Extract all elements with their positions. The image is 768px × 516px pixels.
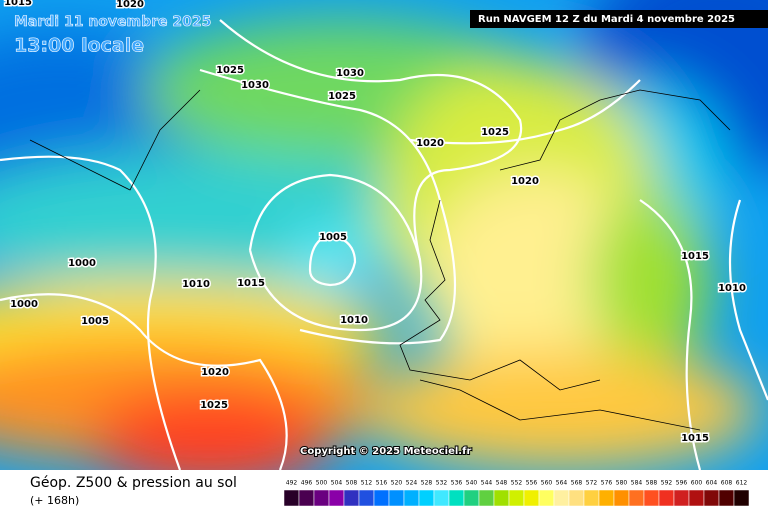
run-banner — [470, 10, 768, 28]
isobar-label: 1020 — [416, 138, 444, 149]
isobar-label: 1015 — [4, 0, 32, 8]
scale-label: 508 — [346, 480, 358, 487]
scale-label: 564 — [556, 480, 568, 487]
date-label: Mardi 11 novembre 2025 — [14, 14, 211, 30]
scale-swatch — [673, 489, 690, 507]
isobar-label: 1030 — [336, 68, 364, 79]
scale-swatch — [733, 489, 750, 507]
run-label: Run NAVGEM 12 Z du Mardi 4 novembre 2025 — [478, 14, 735, 25]
isobar-label: 1010 — [718, 283, 746, 294]
isobar-label: 1000 — [68, 258, 96, 269]
isobar-label: 1020 — [511, 176, 539, 187]
color-scale: 492 496 500 504 508 512 516 520 524 528 532 536 540 5… — [283, 480, 750, 507]
isobar-label: 1015 — [681, 251, 709, 262]
scale-swatch — [583, 489, 600, 507]
scale-label: 568 — [571, 480, 583, 487]
scale-swatch — [373, 489, 390, 507]
copyright: Copyright © 2025 Meteociel.fr — [300, 446, 471, 457]
scale-swatch — [403, 489, 420, 507]
isobar-label: 1005 — [319, 232, 347, 243]
scale-swatch — [313, 489, 330, 507]
scale-label: 572 — [586, 480, 598, 487]
scale-label: 604 — [706, 480, 718, 487]
scale-swatch — [433, 489, 450, 507]
scale-swatch — [463, 489, 480, 507]
field — [0, 0, 768, 470]
scale-swatch — [538, 489, 555, 507]
scale-label: 512 — [361, 480, 373, 487]
scale-swatch — [568, 489, 585, 507]
scale-label: 580 — [616, 480, 628, 487]
scale-label: 560 — [541, 480, 553, 487]
scale-swatch — [418, 489, 435, 507]
scale-label: 540 — [466, 480, 478, 487]
scale-swatch — [508, 489, 525, 507]
scale-label: 496 — [301, 480, 313, 487]
scale-swatch — [358, 489, 375, 507]
scale-swatch — [448, 489, 465, 507]
isobar-label: 1025 — [328, 91, 356, 102]
isobar-label: 1015 — [237, 278, 265, 289]
time-label: 13:00 locale — [14, 35, 144, 57]
scale-label: 504 — [331, 480, 343, 487]
scale-label: 552 — [511, 480, 523, 487]
scale-swatch — [523, 489, 540, 507]
scale-swatch — [283, 489, 300, 507]
scale-swatch — [598, 489, 615, 507]
scale-label: 608 — [721, 480, 733, 487]
scale-label: 592 — [661, 480, 673, 487]
scale-swatch — [328, 489, 345, 507]
scale-label: 588 — [646, 480, 658, 487]
scale-swatch — [703, 489, 720, 507]
scale-label: 516 — [376, 480, 388, 487]
isobar-label: 1010 — [182, 279, 210, 290]
scale-label: 596 — [676, 480, 688, 487]
isobar-labels: 1020 1025 1030 1030 1025 1025 1020 1020 1005 1000… — [3, 0, 748, 446]
scale-label: 532 — [436, 480, 448, 487]
footer-title: Géop. Z500 & pression au sol — [30, 475, 237, 491]
isobar-label: 1025 — [481, 127, 509, 138]
scale-swatch — [388, 489, 405, 507]
scale-label: 528 — [421, 480, 433, 487]
isobar-label: 1000 — [10, 299, 38, 310]
scale-label: 600 — [691, 480, 703, 487]
scale-swatch — [493, 489, 510, 507]
scale-label: 524 — [406, 480, 418, 487]
scale-swatch — [478, 489, 495, 507]
scale-label: 492 — [286, 480, 298, 487]
scale-label: 520 — [391, 480, 403, 487]
coastlines — [29, 89, 731, 431]
scale-label: 536 — [451, 480, 463, 487]
isobar-label: 1010 — [340, 315, 368, 326]
scale-swatch — [613, 489, 630, 507]
scale-swatch — [688, 489, 705, 507]
isobar-label: 1015 — [681, 433, 709, 444]
isobar-label: 1020 — [116, 0, 144, 10]
scale-swatch — [643, 489, 660, 507]
isobar-label: 1005 — [81, 316, 109, 327]
isobar-label: 1025 — [200, 400, 228, 411]
scale-swatch — [298, 489, 315, 507]
scale-swatch — [718, 489, 735, 507]
footer-lead: (+ 168h) — [30, 494, 79, 507]
scale-label: 500 — [316, 480, 328, 487]
scale-swatch — [658, 489, 675, 507]
isobar-label: 1030 — [241, 80, 269, 91]
scale-label: 576 — [601, 480, 613, 487]
scale-label: 556 — [526, 480, 538, 487]
scale-swatch — [553, 489, 570, 507]
isobar-label: 1020 — [201, 367, 229, 378]
isobar-label: 1025 — [216, 65, 244, 76]
scale-swatch — [628, 489, 645, 507]
scale-label: 584 — [631, 480, 643, 487]
scale-label: 544 — [481, 480, 493, 487]
scale-label: 612 — [736, 480, 748, 487]
scale-label: 548 — [496, 480, 508, 487]
scale-swatch — [343, 489, 360, 507]
